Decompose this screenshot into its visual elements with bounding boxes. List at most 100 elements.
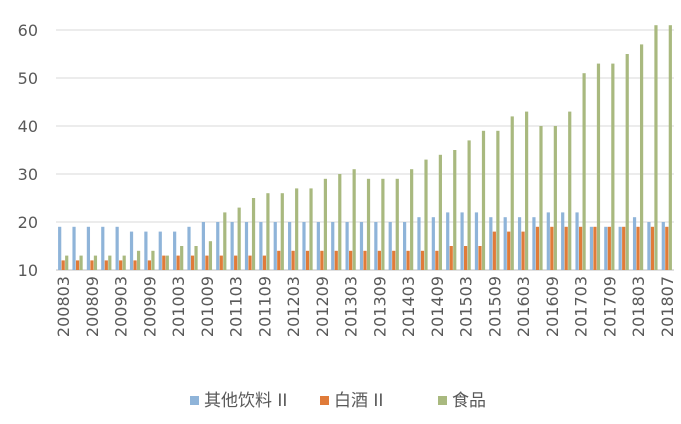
bar-food xyxy=(136,250,141,270)
bar-food xyxy=(467,140,471,270)
bar-food xyxy=(208,241,213,270)
bar-food xyxy=(438,154,442,270)
bar-other-beverages xyxy=(230,222,234,270)
bar-baijiu xyxy=(478,246,482,270)
bar-food xyxy=(180,246,184,270)
bar-baijiu xyxy=(622,226,626,270)
x-tick-label: 201609 xyxy=(543,276,562,337)
bar-food xyxy=(251,198,256,270)
bar-other-beverages xyxy=(316,222,320,270)
bar-food xyxy=(338,174,342,270)
bar-baijiu xyxy=(320,250,324,270)
bar-food xyxy=(481,130,486,270)
bar-baijiu xyxy=(190,255,195,270)
x-tick-label: 201003 xyxy=(169,276,188,337)
bar-baijiu xyxy=(650,226,655,270)
bar-baijiu xyxy=(564,226,568,270)
x-tick-label: 201103 xyxy=(227,276,246,337)
bar-baijiu xyxy=(593,226,597,270)
bar-food xyxy=(582,73,586,270)
bar-food xyxy=(165,255,169,270)
bar-baijiu xyxy=(449,246,453,270)
bar-other-beverages xyxy=(460,212,464,270)
bar-other-beverages xyxy=(331,222,335,270)
bar-other-beverages xyxy=(489,217,493,270)
legend-swatch xyxy=(438,396,447,405)
bar-food xyxy=(65,255,69,270)
bar-food xyxy=(366,178,371,270)
bar-food xyxy=(611,63,615,270)
y-tick-label: 10 xyxy=(18,261,38,280)
bar-baijiu xyxy=(248,255,252,270)
bar-food xyxy=(654,25,658,271)
x-tick-label: 201807 xyxy=(658,276,677,337)
bar-baijiu xyxy=(392,250,396,270)
bar-baijiu xyxy=(492,231,496,270)
bar-food xyxy=(151,250,155,270)
x-tick-label: 201203 xyxy=(284,276,303,337)
bar-food xyxy=(237,207,241,270)
bar-other-beverages xyxy=(201,222,205,270)
bar-other-beverages xyxy=(661,222,665,270)
x-tick-label: 201803 xyxy=(629,276,648,337)
bar-baijiu xyxy=(607,226,611,270)
bar-other-beverages xyxy=(158,231,162,270)
bar-baijiu xyxy=(75,260,80,270)
legend-swatch xyxy=(320,396,329,405)
bar-baijiu xyxy=(262,255,266,270)
bar-other-beverages xyxy=(129,231,134,270)
bar-food xyxy=(79,255,83,270)
bar-other-beverages xyxy=(517,217,522,270)
bar-food xyxy=(381,178,385,270)
bar-other-beverages xyxy=(288,222,292,270)
bar-food xyxy=(295,188,299,270)
bar-food xyxy=(280,193,284,270)
x-tick-label: 201009 xyxy=(198,276,217,337)
bar-baijiu xyxy=(550,226,554,270)
bar-food xyxy=(323,178,327,270)
bar-baijiu xyxy=(291,250,295,270)
y-tick-label: 20 xyxy=(18,213,38,232)
bar-other-beverages xyxy=(244,222,249,270)
bar-food xyxy=(122,255,126,270)
bar-food xyxy=(424,159,428,270)
legend-swatch xyxy=(190,396,199,405)
bar-other-beverages xyxy=(259,222,263,270)
bar-baijiu xyxy=(406,250,410,270)
bar-baijiu xyxy=(176,255,180,270)
bar-baijiu xyxy=(219,255,223,270)
bar-other-beverages xyxy=(388,222,392,270)
bar-food xyxy=(568,111,572,270)
bar-other-beverages xyxy=(618,226,622,270)
bar-baijiu xyxy=(162,255,166,270)
x-tick-label: 201503 xyxy=(457,276,476,337)
bar-other-beverages xyxy=(431,217,435,270)
legend-label: 其他饮料 II xyxy=(204,391,287,411)
bar-baijiu xyxy=(521,231,525,270)
x-tick-label: 201209 xyxy=(313,276,332,337)
bar-food xyxy=(223,212,227,270)
bar-food xyxy=(539,126,543,270)
bar-baijiu xyxy=(305,250,310,270)
bar-baijiu xyxy=(665,226,669,270)
bar-other-beverages xyxy=(417,217,421,270)
bar-baijiu xyxy=(205,255,209,270)
x-tick-label: 201603 xyxy=(514,276,533,337)
bar-other-beverages xyxy=(474,212,479,270)
bar-baijiu xyxy=(234,255,238,270)
bar-other-beverages xyxy=(86,226,91,270)
bar-baijiu xyxy=(90,260,94,270)
bar-food xyxy=(596,63,601,270)
bar-baijiu xyxy=(578,226,583,270)
y-tick-label: 50 xyxy=(18,69,38,88)
bar-baijiu xyxy=(464,246,468,270)
bar-baijiu xyxy=(535,226,540,270)
x-tick-label: 201709 xyxy=(600,276,619,337)
y-tick-label: 40 xyxy=(18,117,38,136)
bar-food xyxy=(453,150,457,270)
bar-other-beverages xyxy=(403,222,407,270)
bar-other-beverages xyxy=(604,226,608,270)
bar-food xyxy=(625,54,629,270)
x-tick-label: 200809 xyxy=(83,276,102,337)
